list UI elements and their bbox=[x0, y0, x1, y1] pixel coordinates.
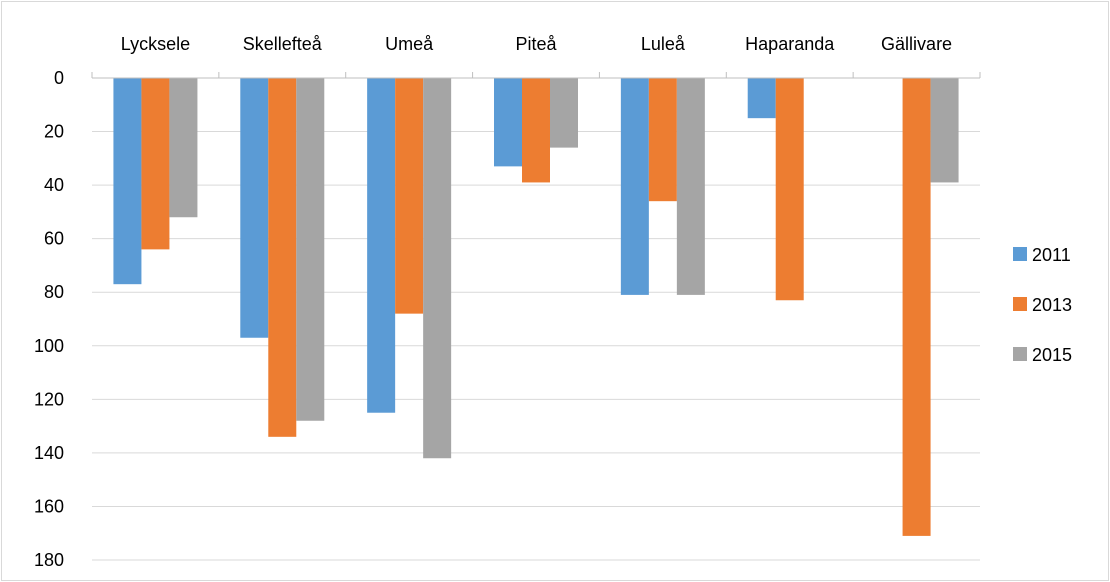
y-tick-label-80: 80 bbox=[44, 282, 64, 302]
bars bbox=[113, 78, 959, 536]
legend-swatch-2015 bbox=[1013, 347, 1027, 361]
bar-umea-2013 bbox=[395, 78, 424, 314]
category-labels: Lycksele Skellefteå Umeå Piteå Luleå Haparand… bbox=[121, 34, 952, 54]
y-axis-tick-labels: 0 20 40 60 80 100 120 140 160 180 bbox=[34, 68, 64, 570]
bar-lulea-2011 bbox=[620, 78, 649, 295]
category-label-pitea: Piteå bbox=[515, 34, 557, 54]
bar-umea-2015 bbox=[423, 78, 452, 459]
bar-skelleftea-2015 bbox=[296, 78, 325, 421]
gridlines bbox=[92, 131, 980, 561]
y-tick-label-40: 40 bbox=[44, 175, 64, 195]
category-label-lycksele: Lycksele bbox=[121, 34, 190, 54]
legend-swatch-2011 bbox=[1013, 247, 1027, 261]
legend-label-2015: 2015 bbox=[1032, 345, 1072, 365]
y-tick-label-160: 160 bbox=[34, 496, 64, 516]
bar-lycksele-2013 bbox=[141, 78, 170, 250]
bar-gallivare-2013 bbox=[902, 78, 931, 536]
bar-lycksele-2011 bbox=[113, 78, 142, 285]
y-tick-label-60: 60 bbox=[44, 229, 64, 249]
category-label-umea: Umeå bbox=[385, 34, 434, 54]
y-tick-label-140: 140 bbox=[34, 443, 64, 463]
bar-skelleftea-2013 bbox=[268, 78, 297, 437]
legend-label-2013: 2013 bbox=[1032, 295, 1072, 315]
category-label-lulea: Luleå bbox=[641, 34, 686, 54]
y-tick-label-180: 180 bbox=[34, 550, 64, 570]
y-tick-label-100: 100 bbox=[34, 336, 64, 356]
bar-lycksele-2015 bbox=[169, 78, 198, 218]
bar-pitea-2011 bbox=[494, 78, 522, 167]
bar-gallivare-2015 bbox=[930, 78, 959, 183]
bar-lulea-2015 bbox=[676, 78, 705, 295]
y-tick-label-0: 0 bbox=[54, 68, 64, 88]
bar-lulea-2013 bbox=[648, 78, 677, 202]
y-tick-label-20: 20 bbox=[44, 122, 64, 142]
legend-label-2011: 2011 bbox=[1032, 245, 1071, 265]
bar-umea-2011 bbox=[367, 78, 396, 413]
category-axis bbox=[91, 72, 981, 79]
bar-pitea-2013 bbox=[522, 78, 550, 183]
bar-pitea-2015 bbox=[550, 78, 578, 148]
y-tick-label-120: 120 bbox=[34, 389, 64, 409]
bar-haparanda-2011 bbox=[747, 78, 776, 119]
legend-swatch-2013 bbox=[1013, 297, 1027, 311]
bar-haparanda-2013 bbox=[775, 78, 804, 301]
category-label-haparanda: Haparanda bbox=[745, 34, 835, 54]
legend: 2011 2013 2015 bbox=[1013, 245, 1072, 365]
category-label-skelleftea: Skellefteå bbox=[243, 34, 323, 54]
bar-skelleftea-2011 bbox=[240, 78, 269, 338]
category-label-gallivare: Gällivare bbox=[881, 34, 952, 54]
